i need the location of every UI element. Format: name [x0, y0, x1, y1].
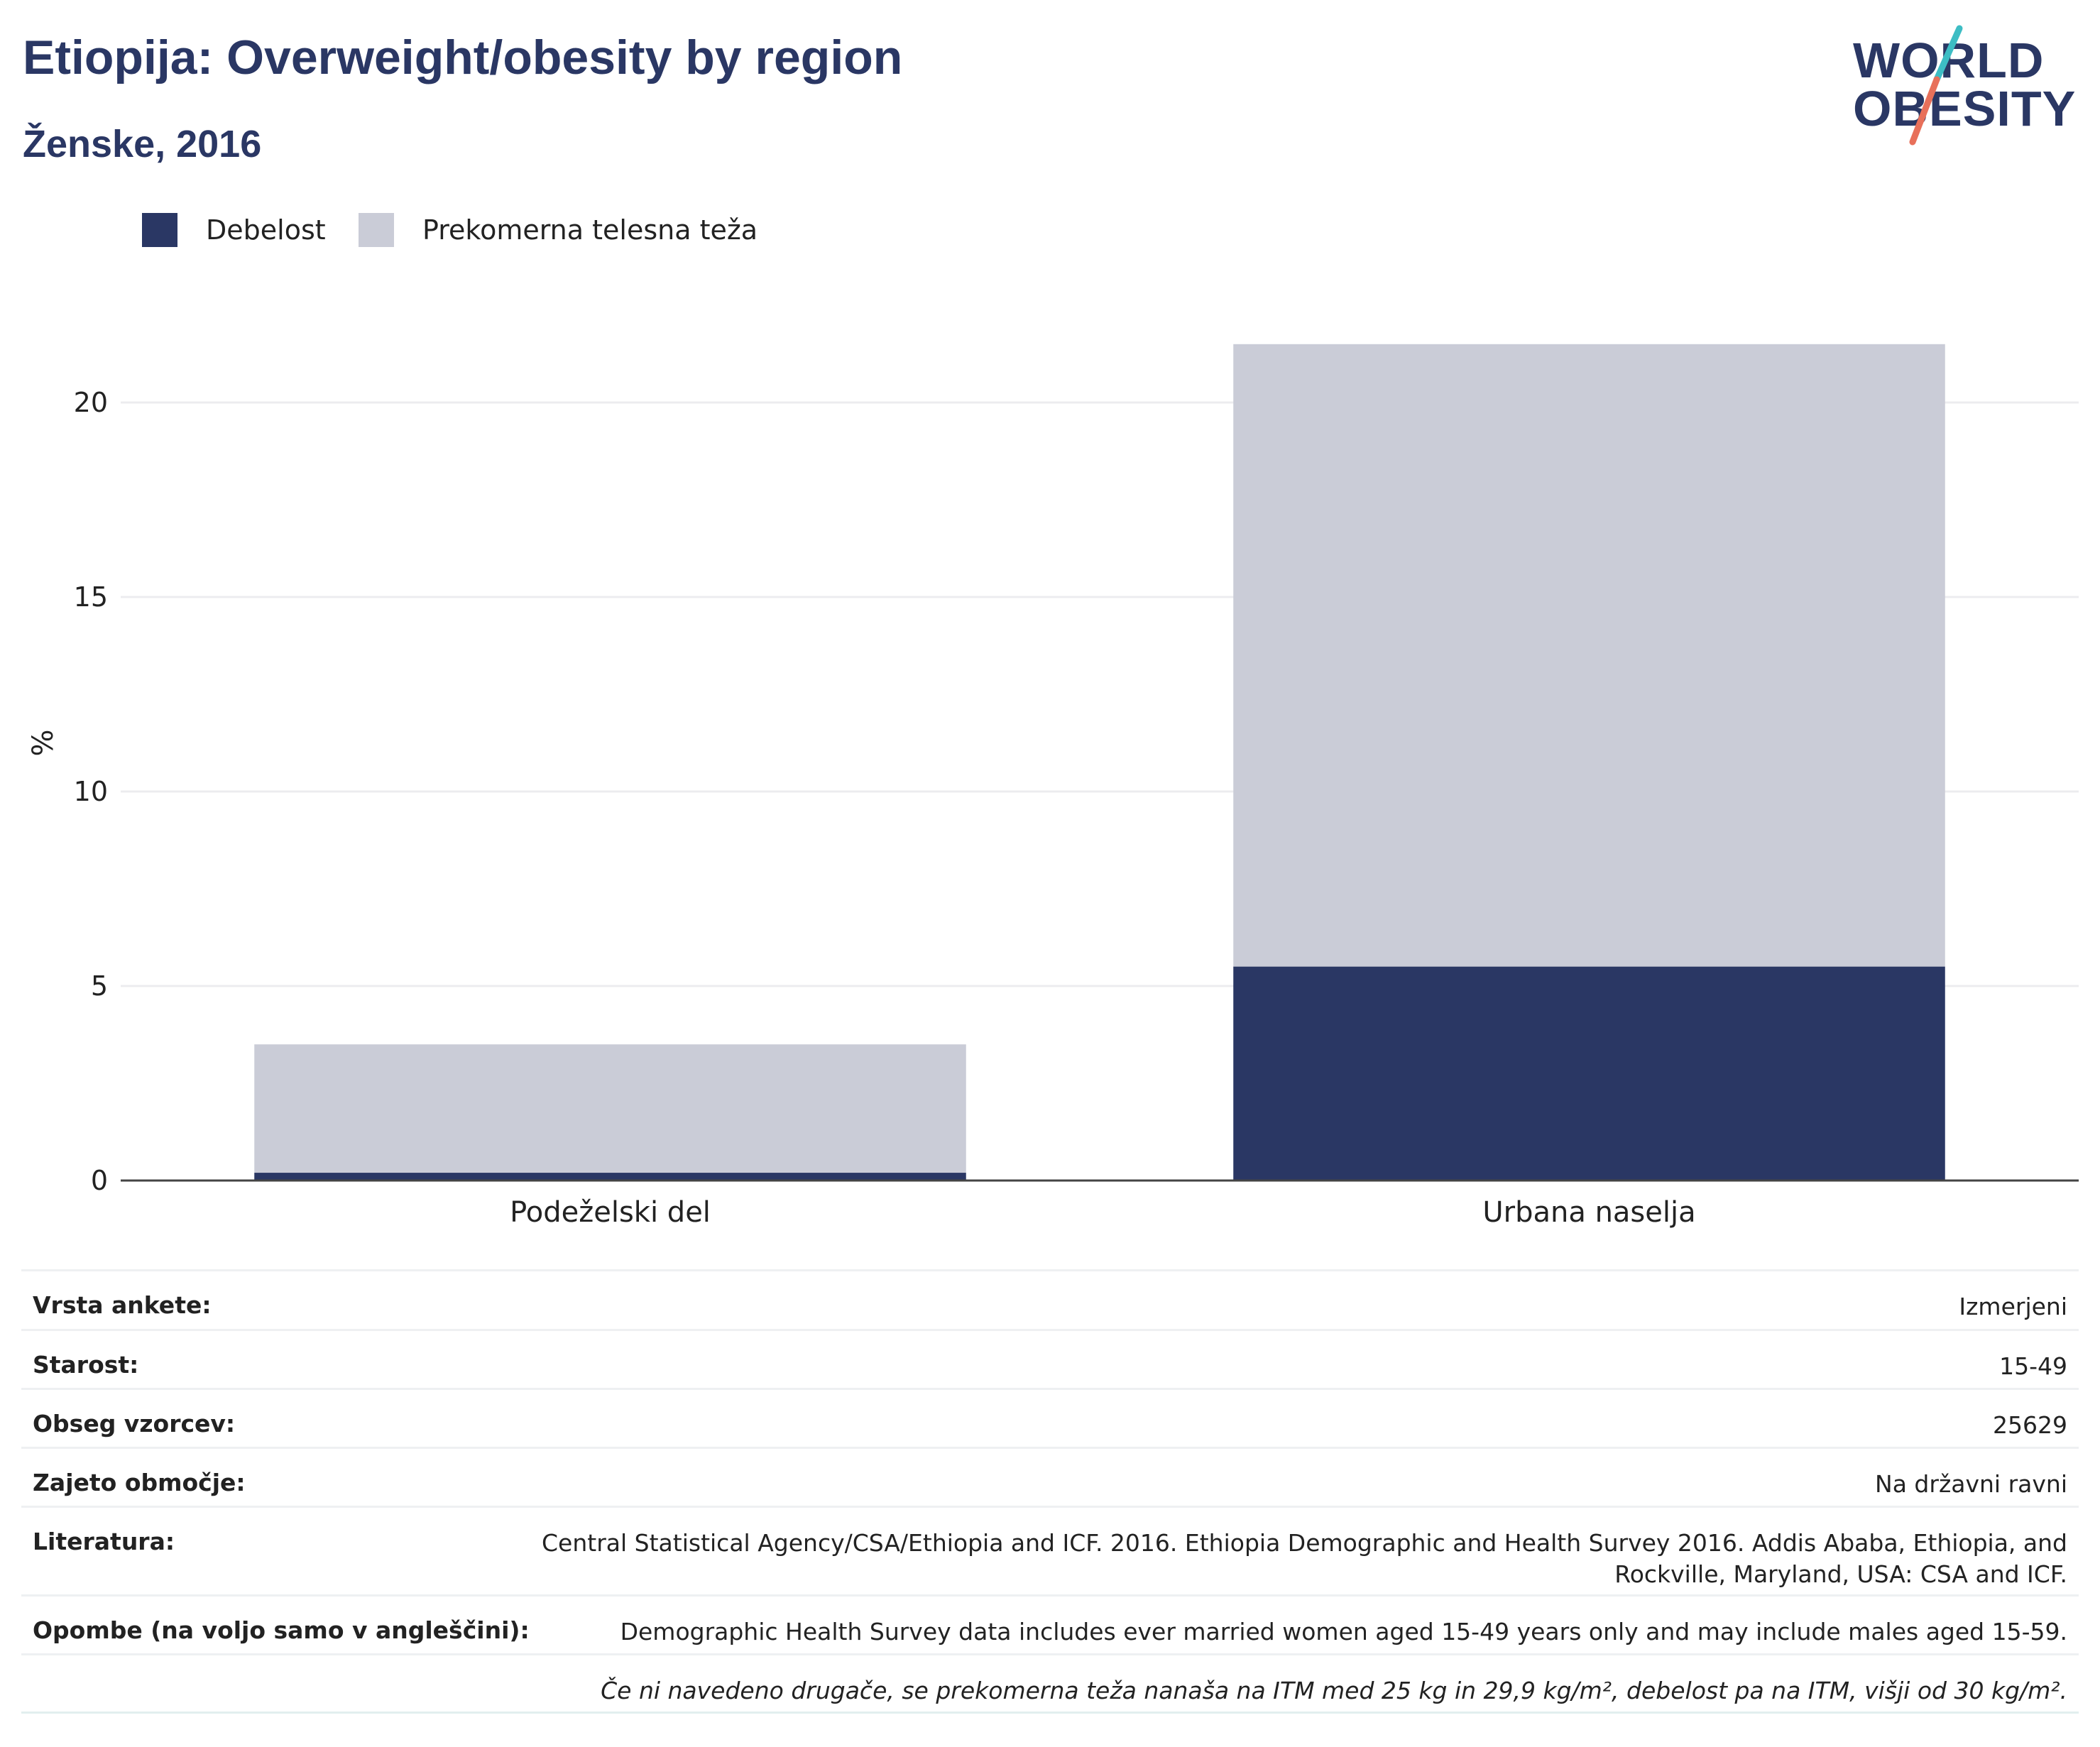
meta-value-reference: Central Statistical Agency/CSA/Ethiopia … — [542, 1528, 2067, 1590]
y-tick-label: 15 — [74, 581, 108, 613]
meta-value: Izmerjeni — [1959, 1293, 2067, 1320]
y-tick-label: 0 — [91, 1165, 108, 1196]
meta-row-survey-type: Vrsta ankete: Izmerjeni — [21, 1269, 2079, 1329]
chart-title: Etiopija: Overweight/obesity by region — [23, 31, 903, 84]
y-tick-label: 5 — [91, 970, 108, 1002]
bar-chart: 0 5 10 15 20% Podeželski del Urbana naselja — [27, 344, 2079, 1229]
y-axis-label: % — [27, 729, 60, 756]
logo-slash-icon — [1909, 25, 1963, 146]
meta-value: Demographic Health Survey data includes … — [620, 1618, 2067, 1645]
meta-row-coverage: Zajeto območje: Na državni ravni — [21, 1447, 2079, 1506]
legend-item-overweight: Prekomerna telesna teža — [359, 210, 758, 250]
chart-subtitle: Ženske, 2016 — [23, 123, 262, 165]
meta-value: 15-49 — [1999, 1352, 2067, 1380]
reference-line-2: Rockville, Maryland, USA: CSA and ICF. — [1614, 1560, 2067, 1588]
world-obesity-logo: WORLD OBESITY — [1853, 21, 2087, 149]
legend-item-obesity: Debelost — [142, 210, 326, 250]
x-tick-label: Urbana naselja — [1482, 1196, 1695, 1229]
survey-metadata-table: Vrsta ankete: Izmerjeni Starost: 15-49 O… — [21, 1269, 2079, 1714]
meta-label: Zajeto območje: — [33, 1469, 246, 1496]
meta-label: Opombe (na voljo samo v angleščini): — [33, 1616, 530, 1644]
meta-value: Na državni ravni — [1875, 1470, 2067, 1498]
meta-label: Obseg vzorcev: — [33, 1410, 236, 1437]
bmi-definition-note: Če ni navedeno drugače, se prekomerna te… — [601, 1677, 2067, 1704]
legend-label-overweight: Prekomerna telesna teža — [422, 214, 758, 246]
meta-label: Vrsta ankete: — [33, 1291, 212, 1319]
meta-label: Starost: — [33, 1351, 139, 1379]
meta-bottom-rule — [21, 1712, 2079, 1714]
meta-row-reference: Literatura: Central Statistical Agency/C… — [21, 1506, 2079, 1594]
legend-swatch-obesity — [142, 213, 177, 247]
y-tick-label: 10 — [74, 776, 108, 807]
meta-value: 25629 — [1993, 1411, 2067, 1439]
legend-swatch-overweight — [359, 213, 394, 247]
bar-obesity — [254, 1173, 966, 1181]
meta-row-sample-size: Obseg vzorcev: 25629 — [21, 1388, 2079, 1447]
meta-row-footnote: Če ni navedeno drugače, se prekomerna te… — [21, 1653, 2079, 1712]
bar-overweight — [1233, 344, 1945, 967]
meta-label: Literatura: — [33, 1528, 175, 1555]
legend-label-obesity: Debelost — [206, 214, 326, 246]
x-tick-label: Podeželski del — [510, 1196, 711, 1229]
bar-overweight — [254, 1044, 966, 1173]
bar-obesity — [1233, 966, 1945, 1181]
y-tick-label: 20 — [74, 387, 108, 418]
logo-line-2: OBESITY — [1853, 81, 2077, 136]
meta-row-notes: Opombe (na voljo samo v angleščini): Dem… — [21, 1594, 2079, 1653]
reference-line-1: Central Statistical Agency/CSA/Ethiopia … — [542, 1529, 2067, 1557]
meta-row-age: Starost: 15-49 — [21, 1329, 2079, 1388]
